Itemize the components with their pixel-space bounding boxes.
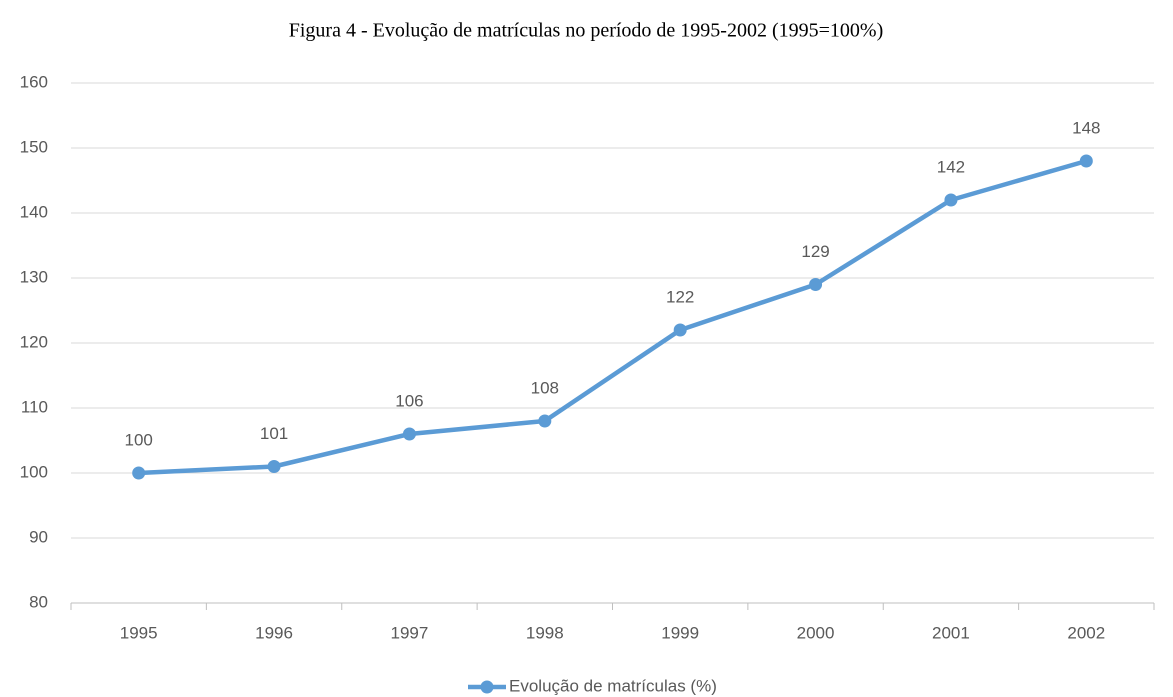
point (538, 414, 552, 428)
data-label: 101 (260, 424, 288, 443)
point (1079, 154, 1093, 168)
y-tick-label: 130 (20, 267, 48, 286)
data-label: 142 (937, 157, 965, 176)
legend-label: Evolução de matrículas (%) (509, 676, 717, 695)
series-line (138, 158, 1087, 476)
point (402, 427, 416, 441)
data-label: 129 (801, 242, 829, 261)
x-tick-label: 2001 (932, 623, 970, 642)
y-tick-label: 150 (20, 137, 48, 156)
y-tick-label: 160 (20, 72, 48, 91)
point (944, 193, 958, 207)
data-label: 148 (1072, 118, 1100, 137)
chart-title: Figura 4 - Evolução de matrículas no per… (289, 20, 883, 42)
x-tick-label: 1996 (255, 623, 293, 642)
legend-marker (480, 680, 494, 694)
y-tick-label: 140 (20, 202, 48, 221)
data-label: 100 (125, 430, 153, 449)
data-label: 122 (666, 287, 694, 306)
x-tick-label: 1997 (391, 623, 429, 642)
point (267, 460, 281, 473)
y-tick-label: 80 (29, 592, 48, 611)
x-tick-label: 1998 (526, 623, 564, 642)
y-tick-label: 120 (20, 332, 48, 351)
y-tick-label: 90 (29, 527, 48, 546)
x-tick-label: 1995 (120, 623, 158, 642)
data-label: 108 (531, 378, 559, 397)
y-tick-label: 110 (21, 397, 48, 416)
y-tick-label: 100 (20, 462, 48, 481)
x-tick-label: 2000 (797, 623, 835, 642)
data-label: 106 (395, 391, 423, 410)
point (132, 466, 146, 480)
x-tick-label: 2002 (1067, 623, 1105, 642)
point (673, 323, 687, 337)
x-tick-label: 1999 (661, 623, 699, 642)
point (809, 278, 823, 291)
